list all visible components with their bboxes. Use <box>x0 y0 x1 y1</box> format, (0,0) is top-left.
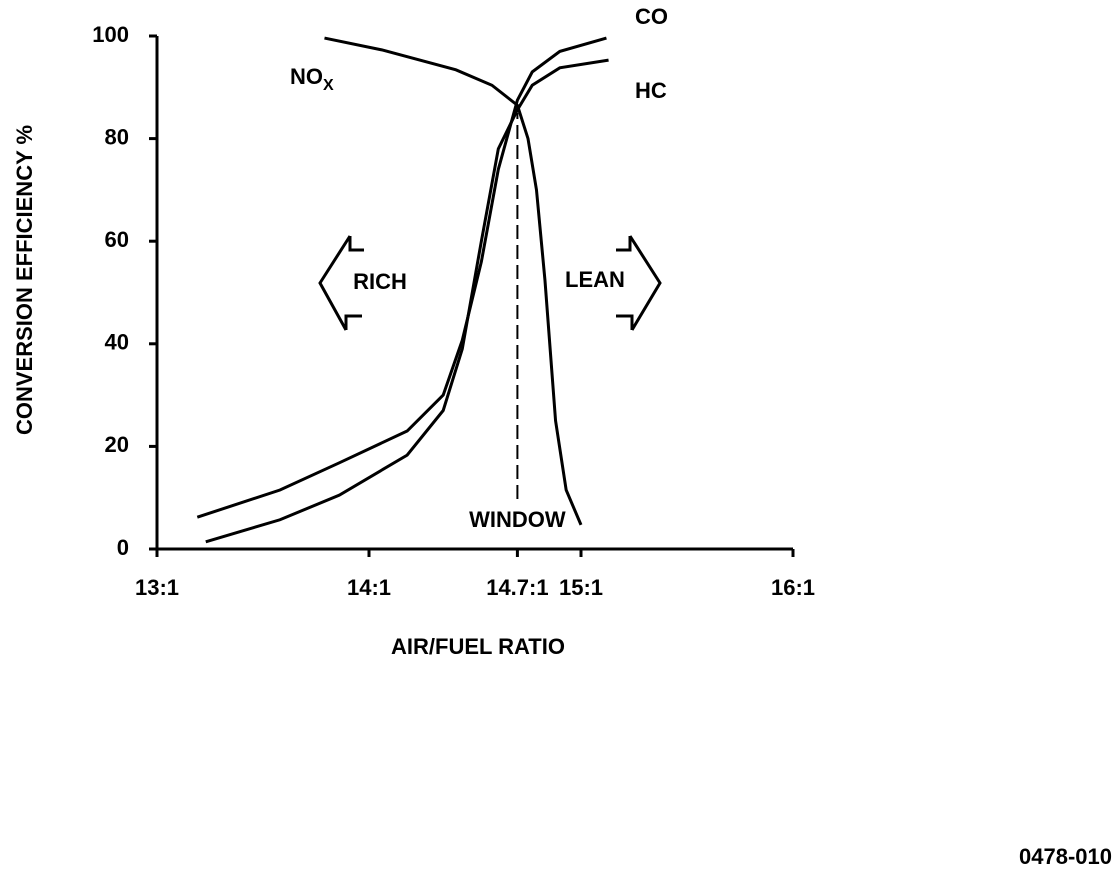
y-tick-label: 40 <box>105 330 129 355</box>
series-name: CO <box>635 4 668 29</box>
series-line <box>324 36 583 526</box>
rich-arrow <box>318 235 364 331</box>
series-name-subscript: X <box>323 77 334 94</box>
x-tick-label: 16:1 <box>771 575 815 600</box>
series-name: HC <box>635 78 667 103</box>
lean-label: LEAN <box>565 267 625 292</box>
series-name: NO <box>290 64 323 89</box>
y-axis-title: CONVERSION EFFICIENCY % <box>12 125 37 435</box>
x-tick-label: 13:1 <box>135 575 179 600</box>
series-label: NOX <box>290 64 334 94</box>
rich-label: RICH <box>353 269 407 294</box>
figure-id: 0478-010 <box>1019 844 1112 869</box>
x-tick-label: 14:1 <box>347 575 391 600</box>
y-tick-label: 60 <box>105 227 129 252</box>
x-axis-title: AIR/FUEL RATIO <box>391 634 565 659</box>
y-tick-label: 100 <box>92 22 129 47</box>
lean-arrow <box>616 235 662 331</box>
series-label: HC <box>635 78 667 103</box>
window-label: WINDOW <box>469 507 566 532</box>
series-label: CO <box>635 4 668 29</box>
y-tick-label: 20 <box>105 432 129 457</box>
y-tick-label: 0 <box>117 535 129 560</box>
y-tick-label: 80 <box>105 124 129 149</box>
series-line <box>205 58 609 544</box>
x-tick-label: 14.7:1 <box>486 575 548 600</box>
x-tick-label: 15:1 <box>559 575 603 600</box>
